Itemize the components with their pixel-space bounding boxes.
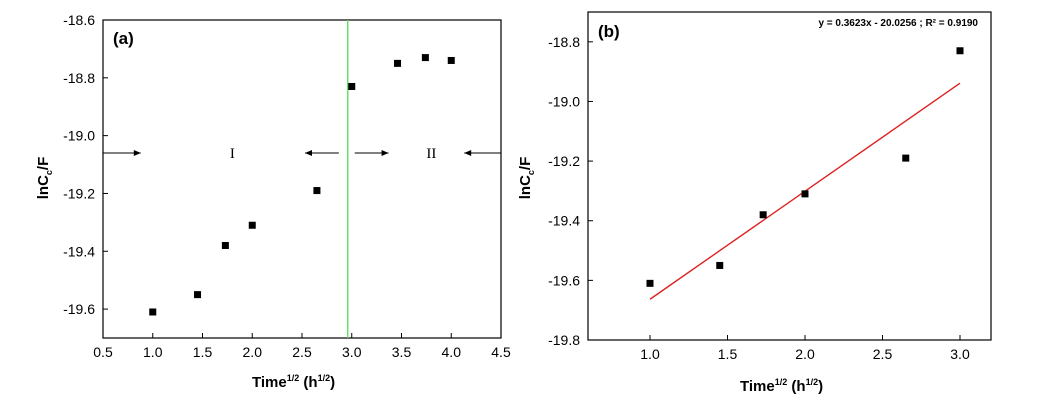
a-ytick-label: -18.6 (63, 12, 95, 28)
x-axis-label-a-sup: 1/2 (287, 373, 300, 383)
region-arrow-head (304, 149, 312, 156)
a-data-point (194, 291, 202, 299)
b-ytick-label: -19.6 (548, 272, 580, 288)
a-data-point (221, 241, 229, 249)
a-xtick-label: 2.0 (243, 344, 263, 360)
y-ticks-b: -19.8 -19.6 -19.4 -19.2 -19.0 -18.8 (548, 34, 593, 348)
panel-label-a: (a) (113, 29, 134, 48)
y-axis-label-b: lnCc/F (517, 157, 536, 200)
region-arrows (103, 149, 501, 156)
b-xtick-label: 3.0 (950, 346, 970, 362)
a-data-point (394, 59, 402, 67)
x-ticks-b: 1.0 1.5 2.0 2.5 3.0 (640, 335, 970, 362)
x-ticks-a: 0.5 1.0 1.5 2.0 2.5 3.0 3.5 4.0 4.5 (93, 333, 511, 360)
region-labels: I II (230, 146, 437, 162)
a-ytick-label: -19.2 (63, 185, 95, 201)
a-ytick-label: -18.8 (63, 70, 95, 86)
a-xtick-label: 2.5 (292, 344, 312, 360)
y-ticks-a: -19.6 -19.4 -19.2 -19.0 -18.8 -18.6 (63, 12, 108, 317)
b-ytick-label: -19.0 (548, 93, 580, 109)
region-label: II (426, 146, 436, 162)
a-data-point (348, 82, 356, 90)
a-data-point (421, 54, 429, 62)
a-data-point (313, 187, 321, 195)
x-axis-label-a: Time1/2 (h1/2) (252, 373, 335, 391)
x-axis-label-a-units-close: ) (330, 374, 335, 391)
b-ytick-label: -19.8 (548, 332, 580, 348)
b-data-point (801, 190, 809, 198)
a-ytick-label: -19.6 (63, 301, 95, 317)
region-arrow-head (381, 149, 389, 156)
x-axis-label-a-units-sup: 1/2 (318, 373, 331, 383)
a-data-point (149, 308, 157, 316)
b-data-point (646, 279, 654, 287)
panel-label-b: (b) (598, 22, 620, 41)
a-data-point (447, 56, 455, 64)
x-axis-label-b-main: Time (740, 378, 775, 395)
a-xtick-label: 1.5 (193, 344, 213, 360)
b-data-point (956, 47, 964, 55)
b-xtick-label: 2.5 (873, 346, 893, 362)
x-axis-label-b: Time1/2 (h1/2) (740, 377, 823, 395)
x-axis-label-a-main: Time (252, 374, 287, 391)
y-axis-label-b-sub: c (526, 170, 536, 175)
a-ytick-label: -19.4 (63, 243, 95, 259)
a-xtick-label: 4.0 (442, 344, 462, 360)
plot-frame-a (102, 19, 502, 339)
plot-frame-b (587, 11, 992, 341)
b-data-point (759, 211, 767, 219)
y-axis-label-a-sub: c (44, 170, 54, 175)
x-axis-label-b-units-close: ) (818, 378, 823, 395)
b-data-point (902, 154, 910, 162)
a-data-point (248, 221, 256, 229)
b-ytick-label: -19.2 (548, 153, 580, 169)
x-axis-label-b-sup: 1/2 (775, 377, 788, 387)
a-xtick-label: 0.5 (93, 344, 113, 360)
b-ytick-label: -19.4 (548, 213, 580, 229)
y-axis-label-a: lnCc/F (35, 157, 54, 200)
a-xtick-label: 4.5 (491, 344, 511, 360)
region-arrow-head (133, 149, 141, 156)
y-axis-label-a-main: lnC (35, 175, 52, 199)
b-xtick-label: 2.0 (795, 346, 815, 362)
x-axis-label-a-units: (h (299, 374, 317, 391)
region-arrow-head (464, 149, 472, 156)
data-points-a (149, 54, 455, 316)
y-axis-label-a-tail: /F (35, 157, 52, 170)
chart-panel-b: (b) y = 0.3623x - 20.0256 ; R² = 0.9190 … (517, 11, 992, 395)
b-xtick-label: 1.0 (640, 346, 660, 362)
data-points-b (646, 47, 964, 287)
x-axis-label-b-units-sup: 1/2 (806, 377, 819, 387)
fit-equation: y = 0.3623x - 20.0256 ; R² = 0.9190 (818, 18, 978, 29)
region-label: I (230, 146, 235, 162)
b-xtick-label: 1.5 (718, 346, 738, 362)
a-xtick-label: 3.5 (392, 344, 412, 360)
a-xtick-label: 3.0 (342, 344, 362, 360)
a-xtick-label: 1.0 (143, 344, 163, 360)
b-data-point (716, 261, 724, 269)
y-axis-label-b-main: lnC (517, 175, 534, 199)
chart-panel-a: (a) 0.5 1.0 1.5 2.0 2.5 3.0 3.5 4.0 4.5 -19.6-19… (35, 12, 511, 391)
y-axis-label-b-tail: /F (517, 157, 534, 170)
a-ytick-label: -19.0 (63, 128, 95, 144)
b-ytick-label: -18.8 (548, 34, 580, 50)
x-axis-label-b-units: (h (787, 378, 805, 395)
